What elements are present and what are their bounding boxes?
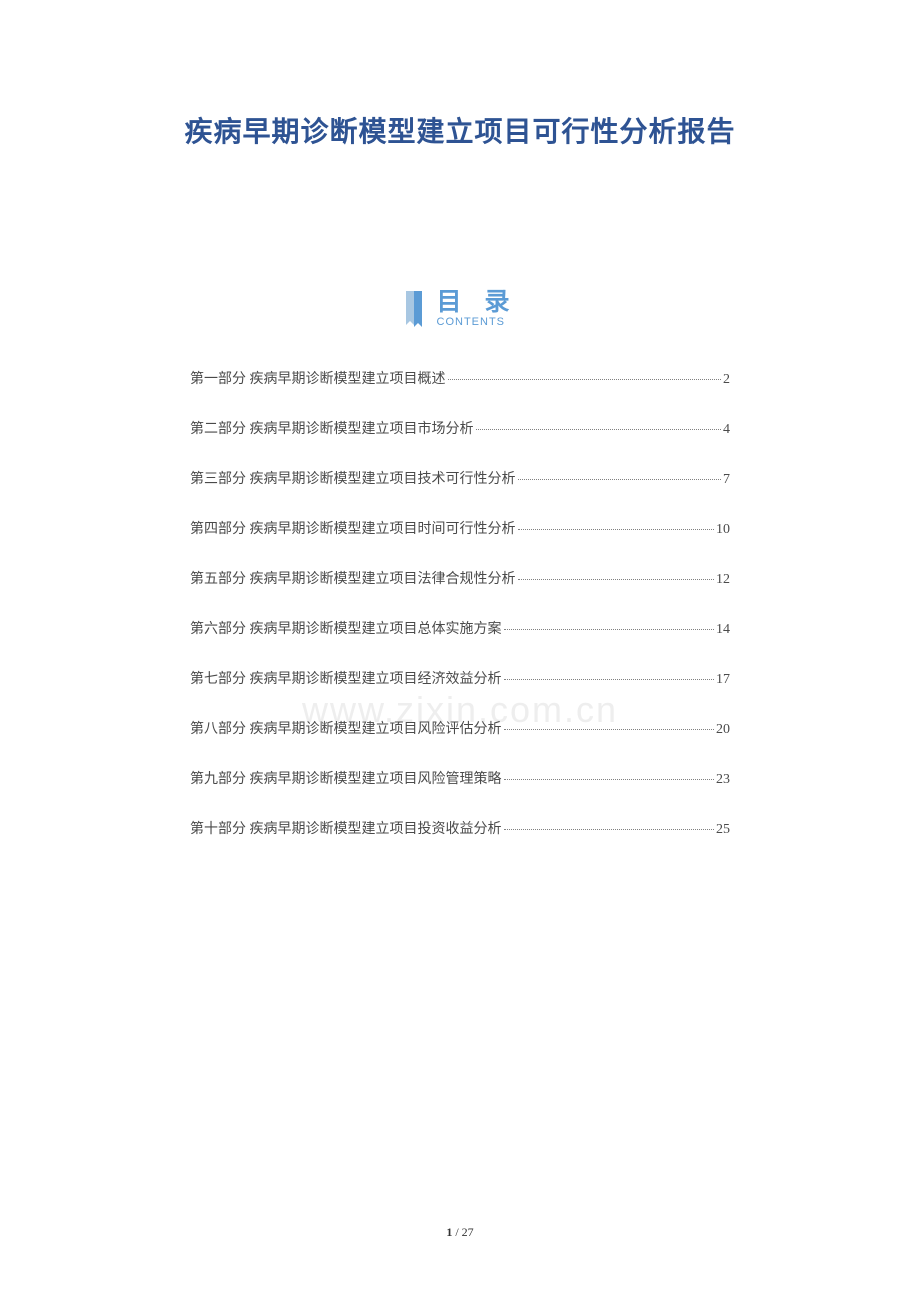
toc-title-cn: 目 录 (437, 290, 518, 315)
footer-total-pages: 27 (462, 1225, 474, 1239)
toc-item: 第一部分 疾病早期诊断模型建立项目概述 2 (190, 368, 730, 388)
toc-leader (504, 779, 715, 780)
toc-item: 第八部分 疾病早期诊断模型建立项目风险评估分析 20 (190, 718, 730, 738)
toc-item-page: 23 (716, 772, 730, 788)
toc-list: 第一部分 疾病早期诊断模型建立项目概述 2 第二部分 疾病早期诊断模型建立项目市… (190, 368, 730, 838)
toc-item-page: 17 (716, 672, 730, 688)
page-footer: 1 / 27 (0, 1225, 920, 1240)
toc-title-en: CONTENTS (437, 317, 506, 328)
toc-leader (504, 729, 715, 730)
toc-title: 目 录 CONTENTS (437, 290, 518, 328)
toc-item: 第四部分 疾病早期诊断模型建立项目时间可行性分析 10 (190, 518, 730, 538)
toc-header: 目 录 CONTENTS (120, 290, 800, 328)
toc-leader (448, 379, 722, 380)
toc-item-label: 第五部分 疾病早期诊断模型建立项目法律合规性分析 (190, 568, 516, 588)
toc-leader (518, 579, 715, 580)
toc-item-label: 第三部分 疾病早期诊断模型建立项目技术可行性分析 (190, 468, 516, 488)
toc-leader (518, 529, 715, 530)
toc-leader (504, 679, 715, 680)
toc-item-label: 第八部分 疾病早期诊断模型建立项目风险评估分析 (190, 718, 502, 738)
toc-leader (504, 829, 715, 830)
toc-item: 第三部分 疾病早期诊断模型建立项目技术可行性分析 7 (190, 468, 730, 488)
toc-item-page: 12 (716, 572, 730, 588)
page-title: 疾病早期诊断模型建立项目可行性分析报告 (120, 110, 800, 150)
toc-item-page: 7 (723, 472, 730, 488)
toc-item-label: 第七部分 疾病早期诊断模型建立项目经济效益分析 (190, 668, 502, 688)
toc-item: 第二部分 疾病早期诊断模型建立项目市场分析 4 (190, 418, 730, 438)
toc-leader (504, 629, 715, 630)
footer-separator: / (452, 1225, 461, 1239)
toc-item-label: 第二部分 疾病早期诊断模型建立项目市场分析 (190, 418, 474, 438)
toc-item: 第六部分 疾病早期诊断模型建立项目总体实施方案 14 (190, 618, 730, 638)
toc-leader (476, 429, 722, 430)
toc-item-label: 第一部分 疾病早期诊断模型建立项目概述 (190, 368, 446, 388)
toc-item-page: 4 (723, 422, 730, 438)
toc-item-page: 25 (716, 822, 730, 838)
toc-item-page: 14 (716, 622, 730, 638)
toc-leader (518, 479, 722, 480)
bookmark-icon (403, 291, 425, 327)
toc-item: 第五部分 疾病早期诊断模型建立项目法律合规性分析 12 (190, 568, 730, 588)
toc-item: 第七部分 疾病早期诊断模型建立项目经济效益分析 17 (190, 668, 730, 688)
toc-item-label: 第十部分 疾病早期诊断模型建立项目投资收益分析 (190, 818, 502, 838)
toc-item: 第十部分 疾病早期诊断模型建立项目投资收益分析 25 (190, 818, 730, 838)
toc-item-page: 10 (716, 522, 730, 538)
toc-item-label: 第四部分 疾病早期诊断模型建立项目时间可行性分析 (190, 518, 516, 538)
toc-item: 第九部分 疾病早期诊断模型建立项目风险管理策略 23 (190, 768, 730, 788)
toc-item-page: 20 (716, 722, 730, 738)
document-page: 疾病早期诊断模型建立项目可行性分析报告 目 录 CONTENTS 第一部分 疾病… (0, 0, 920, 838)
toc-item-page: 2 (723, 372, 730, 388)
toc-item-label: 第九部分 疾病早期诊断模型建立项目风险管理策略 (190, 768, 502, 788)
toc-item-label: 第六部分 疾病早期诊断模型建立项目总体实施方案 (190, 618, 502, 638)
